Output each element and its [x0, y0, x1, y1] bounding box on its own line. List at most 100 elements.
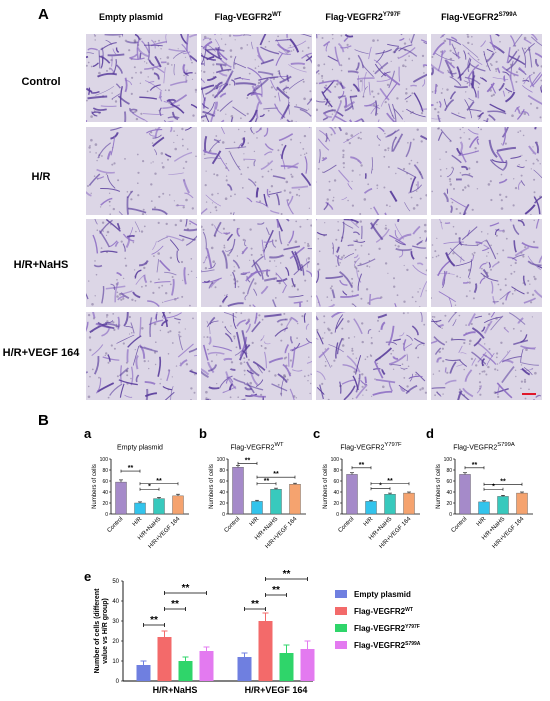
- migrated-cell-stain: [373, 206, 380, 215]
- membrane-pore: [289, 359, 292, 362]
- migrated-cell-stain: [397, 167, 416, 178]
- migrated-cell-stain: [173, 317, 181, 321]
- membrane-pore: [110, 344, 113, 347]
- migrated-cell-stain: [404, 94, 412, 100]
- membrane-pore: [295, 397, 297, 399]
- x-tick-label: Control: [337, 516, 355, 534]
- membrane-pore: [203, 153, 206, 156]
- membrane-pore: [425, 269, 427, 272]
- membrane-pore: [478, 372, 481, 375]
- migrated-cell-stain: [259, 113, 265, 118]
- membrane-pore: [405, 92, 408, 95]
- membrane-pore: [366, 356, 369, 358]
- migrated-cell-stain: [136, 47, 150, 58]
- migrated-cell-stain: [120, 292, 130, 299]
- subpanel-a-letter: a: [84, 426, 92, 441]
- migrated-cell-stain: [523, 367, 533, 376]
- bar: [384, 494, 396, 515]
- chart-title-text: Flag-VEGFR2: [453, 444, 498, 452]
- migrated-cell-stain: [289, 246, 305, 260]
- membrane-pore: [240, 46, 243, 50]
- migrated-cell-stain: [216, 84, 223, 98]
- migrated-cell-stain: [208, 262, 216, 270]
- bar: [172, 495, 184, 515]
- migrated-cell-stain: [455, 260, 472, 267]
- migrated-cell-stain: [201, 45, 204, 48]
- membrane-pore: [225, 175, 228, 177]
- membrane-pore: [149, 131, 153, 134]
- migrated-cell-stain: [160, 95, 163, 102]
- migrated-cell-stain: [144, 64, 161, 70]
- membrane-pore: [236, 280, 239, 283]
- migrated-cell-stain: [339, 271, 354, 288]
- migrated-cell-stain: [290, 62, 306, 66]
- membrane-pore: [137, 171, 140, 174]
- migrated-cell-stain: [255, 127, 262, 133]
- membrane-pore: [342, 254, 345, 257]
- membrane-pore: [227, 253, 230, 257]
- membrane-pore: [141, 327, 144, 330]
- migrated-cell-stain: [288, 78, 305, 90]
- migrated-cell-stain: [276, 86, 290, 100]
- y-tick-label: 40: [446, 490, 452, 496]
- migrated-cell-stain: [166, 120, 174, 122]
- migrated-cell-stain: [467, 128, 479, 135]
- migrated-cell-stain: [291, 250, 300, 271]
- membrane-pore: [201, 225, 203, 228]
- membrane-pore: [120, 240, 123, 243]
- migrated-cell-stain: [164, 391, 175, 400]
- membrane-pore: [330, 365, 333, 367]
- migrated-cell-stain: [204, 48, 222, 60]
- migrated-cell-stain: [486, 118, 489, 122]
- membrane-pore: [299, 225, 302, 228]
- chart-title-text: Empty plasmid: [117, 444, 163, 452]
- membrane-pore: [459, 136, 462, 139]
- migrated-cell-stain: [163, 119, 167, 122]
- migrated-cell-stain: [294, 251, 303, 272]
- membrane-pore: [253, 150, 256, 153]
- migrated-cell-stain: [250, 92, 263, 96]
- membrane-pore: [149, 280, 152, 283]
- migrated-cell-stain: [96, 168, 115, 174]
- migrated-cell-stain: [338, 169, 350, 183]
- migrated-cell-stain: [437, 260, 451, 277]
- membrane-pore: [490, 244, 492, 247]
- membrane-pore: [207, 348, 209, 351]
- membrane-pore: [448, 178, 452, 181]
- membrane-pore: [141, 285, 143, 288]
- membrane-pore: [209, 398, 212, 400]
- membrane-pore: [392, 349, 394, 352]
- membrane-pore: [220, 38, 223, 40]
- migrated-cell-stain: [87, 95, 108, 100]
- membrane-pore: [216, 354, 218, 356]
- migrated-cell-stain: [462, 211, 467, 215]
- membrane-pore: [256, 137, 258, 139]
- membrane-pore: [307, 46, 310, 49]
- membrane-pore: [357, 270, 360, 273]
- migrated-cell-stain: [482, 268, 489, 278]
- membrane-pore: [230, 212, 232, 215]
- migrated-cell-stain: [236, 227, 241, 237]
- migrated-cell-stain: [344, 253, 354, 259]
- membrane-pore: [94, 295, 96, 297]
- membrane-pore: [384, 132, 386, 135]
- membrane-pore: [511, 293, 514, 295]
- migrated-cell-stain: [398, 44, 413, 52]
- migrated-cell-stain: [318, 79, 339, 85]
- migrated-cell-stain: [99, 55, 111, 64]
- membrane-pore: [283, 312, 286, 315]
- membrane-pore: [307, 380, 309, 382]
- membrane-pore: [351, 349, 354, 352]
- membrane-pore: [94, 143, 98, 146]
- migrated-cell-stain: [132, 345, 140, 366]
- migrated-cell-stain: [280, 104, 291, 120]
- migrated-cell-stain: [288, 64, 307, 73]
- migrated-cell-stain: [170, 386, 174, 400]
- migrated-cell-stain: [260, 46, 280, 55]
- membrane-pore: [510, 272, 513, 275]
- migrated-cell-stain: [213, 138, 220, 144]
- membrane-pore: [219, 304, 222, 307]
- migrated-cell-stain: [97, 321, 115, 330]
- membrane-pore: [333, 196, 335, 199]
- membrane-pore: [492, 93, 495, 96]
